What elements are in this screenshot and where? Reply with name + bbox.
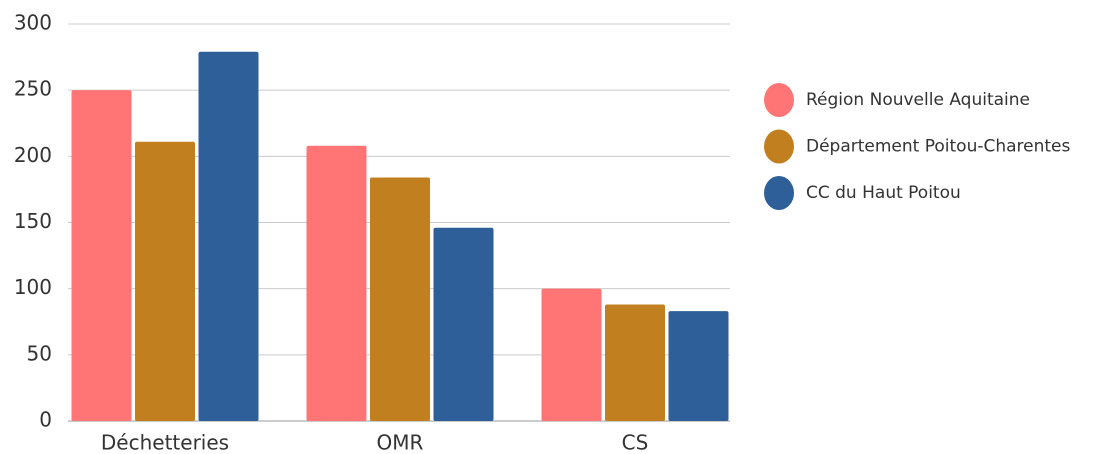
x-tick-label: OMR [377,431,424,454]
legend-swatch [764,176,794,210]
x-tick-label: CS [622,431,649,454]
y-tick-label: 300 [14,11,52,35]
y-tick-label: 200 [14,143,52,167]
y-tick-label: 150 [14,209,52,233]
bar [71,90,132,422]
bar [433,227,494,421]
legend-label: CC du Haut Poitou [806,183,961,203]
y-tick-label: 50 [27,341,52,365]
legend-swatch [764,129,794,164]
bar [370,177,430,421]
legend-label: Région Nouvelle Aquitaine [806,90,1030,110]
legend-swatch [764,83,794,117]
bar [668,311,729,421]
x-tick-label: Déchetteries [101,431,229,454]
y-tick-label: 0 [39,408,52,432]
bar [135,141,195,421]
bar [198,51,259,421]
bar [541,288,602,421]
y-tick-label: 100 [14,275,52,299]
bar [306,145,367,421]
y-tick-label: 250 [14,77,52,101]
legend-label: Département Poitou-Charentes [806,137,1071,157]
bar [605,304,665,421]
